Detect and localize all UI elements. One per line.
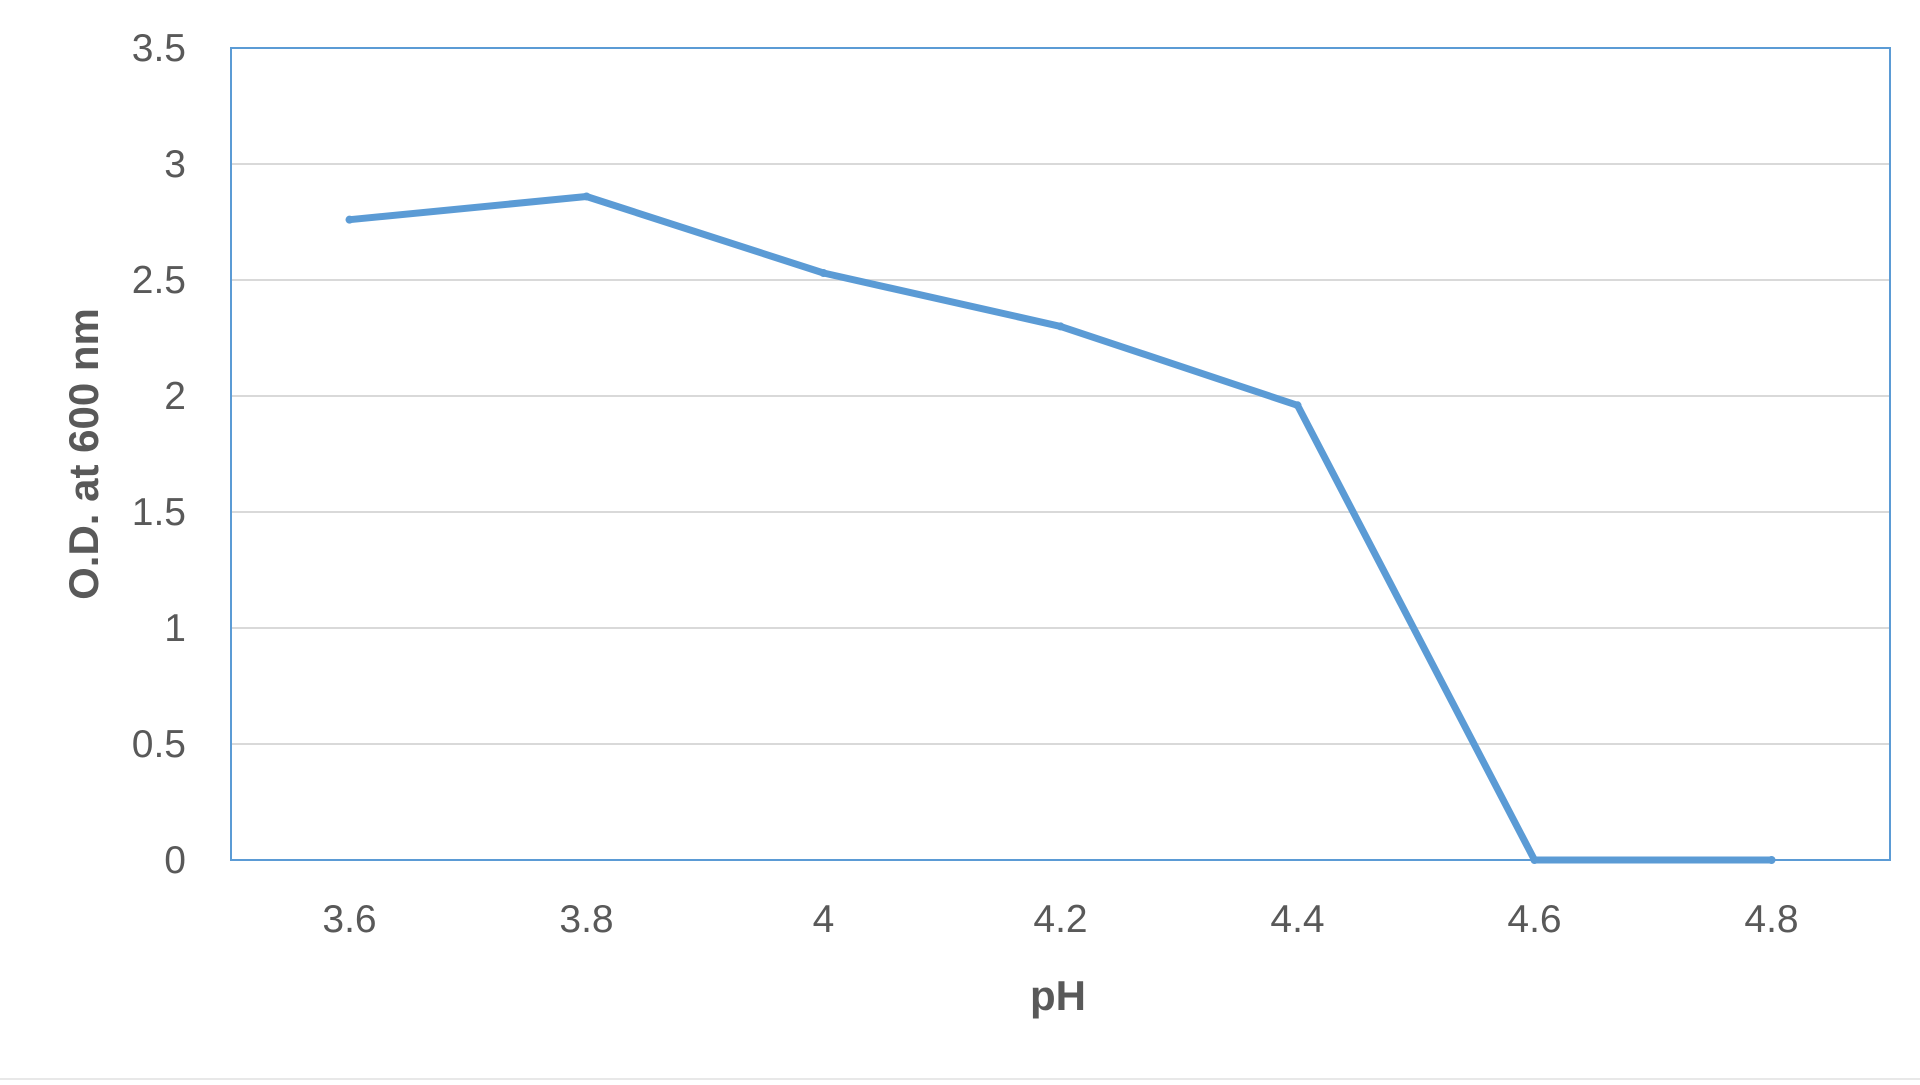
y-tick-label: 2.5 (132, 259, 186, 302)
x-tick-label: 4.4 (1270, 898, 1324, 941)
x-axis-title: pH (1030, 972, 1086, 1019)
data-point (345, 215, 354, 224)
x-axis-ticks: 3.6 3.8 4 4.2 4.4 4.6 4.8 (322, 898, 1798, 941)
x-tick-label: 4.6 (1507, 898, 1561, 941)
plot-area-frame (230, 47, 1891, 861)
data-point (1530, 856, 1539, 864)
x-tick-label: 3.8 (559, 898, 613, 941)
x-tick-label: 3.6 (322, 898, 376, 941)
y-axis-ticks: 0 0.5 1 1.5 2 2.5 3 3.5 (132, 27, 186, 882)
y-tick-label: 1 (164, 607, 186, 650)
data-point (819, 269, 828, 278)
series-line (346, 193, 1775, 864)
data-point (582, 192, 591, 201)
y-tick-label: 3 (164, 143, 186, 186)
x-tick-label: 4.8 (1744, 898, 1798, 941)
data-point (1767, 856, 1776, 864)
series-layer (345, 192, 1776, 864)
x-tick-label: 4 (813, 898, 835, 941)
y-tick-label: 3.5 (132, 27, 186, 70)
data-point (1293, 401, 1302, 410)
y-tick-label: 0 (164, 839, 186, 882)
y-tick-label: 1.5 (132, 491, 186, 534)
bottom-divider (0, 1078, 1920, 1080)
y-tick-label: 0.5 (132, 723, 186, 766)
y-axis-title: O.D. at 600 nm (60, 308, 107, 600)
y-tick-label: 2 (164, 375, 186, 418)
data-point (1056, 322, 1065, 331)
gridlines (231, 47, 1890, 861)
x-tick-label: 4.2 (1033, 898, 1087, 941)
